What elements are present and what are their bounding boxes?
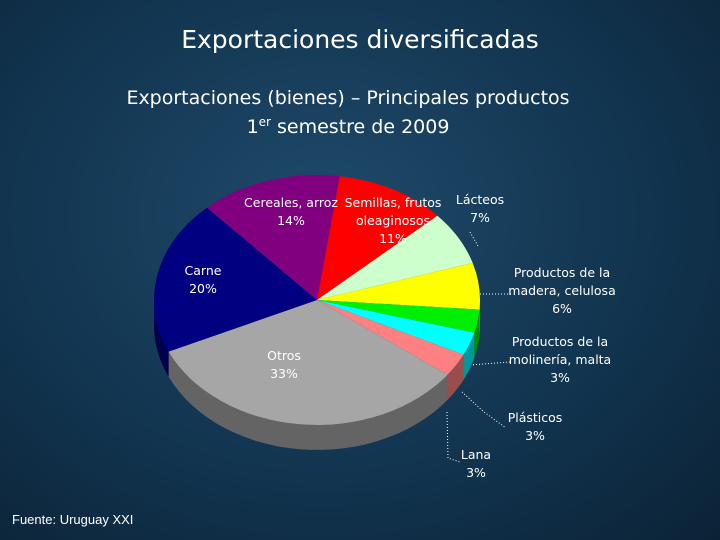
slice (317, 300, 464, 375)
slice (317, 176, 438, 300)
slice-label: Cereales, arroz 14% (226, 194, 356, 230)
slice-name: Otros (267, 348, 301, 363)
slice-value: 11% (379, 231, 407, 246)
subtitle-rest: semestre de 2009 (271, 116, 449, 138)
subtitle-sup: er (259, 115, 271, 129)
chart-subtitle: 1er semestre de 2009 (247, 115, 450, 138)
slice-label: Productos de la madera, celulosa 6% (507, 264, 617, 318)
slice-value: 14% (277, 213, 305, 228)
slice (317, 300, 475, 355)
slice-label: Plásticos 3% (470, 409, 600, 445)
slice (317, 263, 480, 310)
slice-label: Productos de la molinería, malta 3% (505, 333, 615, 387)
slice-side (463, 332, 475, 380)
slice (207, 175, 340, 300)
slice-side (154, 300, 169, 377)
slice-side (479, 300, 480, 335)
slice-name: Lácteos (455, 192, 505, 207)
slice-value: 6% (552, 301, 572, 316)
leader-line (446, 411, 461, 463)
slice-name: Lana (460, 447, 492, 462)
leader-lines (446, 231, 512, 463)
slice-name: Productos de la madera, celulosa (508, 265, 616, 298)
slice-value: 3% (525, 428, 545, 443)
slice-label: Otros 33% (219, 347, 349, 383)
leader-line (461, 391, 507, 429)
slice (317, 300, 480, 333)
slice-side (474, 309, 480, 358)
slice-name: Carne (184, 263, 222, 278)
slice-label: Carne 20% (138, 262, 268, 298)
chart-title: Exportaciones (bienes) – Principales pro… (126, 87, 569, 109)
leader-line (469, 231, 479, 247)
slice-value: 20% (189, 281, 217, 296)
pie-top (153, 175, 480, 426)
slice-side (168, 351, 448, 450)
slice-value: 3% (550, 370, 570, 385)
subtitle-base: 1 (247, 116, 259, 138)
slice (168, 300, 448, 426)
slice-label: Lácteos 7% (415, 191, 545, 227)
slice (317, 215, 473, 300)
slice-value: 7% (470, 210, 490, 225)
slice-name: Semillas, frutos oleaginosos (344, 195, 442, 228)
slice-name: Plásticos (507, 410, 563, 425)
slice (153, 207, 317, 352)
slide-title: Exportaciones diversificadas (181, 25, 539, 54)
source-note: Fuente: Uruguay XXI (12, 512, 133, 527)
slice-label: Lana 3% (411, 446, 541, 482)
slice-value: 33% (270, 366, 298, 381)
slice-name: Cereales, arroz (244, 195, 338, 210)
slice-name: Productos de la molinería, malta (508, 334, 612, 367)
slice-value: 3% (466, 465, 486, 480)
pie-sides (154, 300, 480, 450)
slice-side (447, 354, 464, 400)
leader-line (469, 361, 511, 366)
slice-label: Semillas, frutos oleaginosos 11% (343, 194, 443, 248)
